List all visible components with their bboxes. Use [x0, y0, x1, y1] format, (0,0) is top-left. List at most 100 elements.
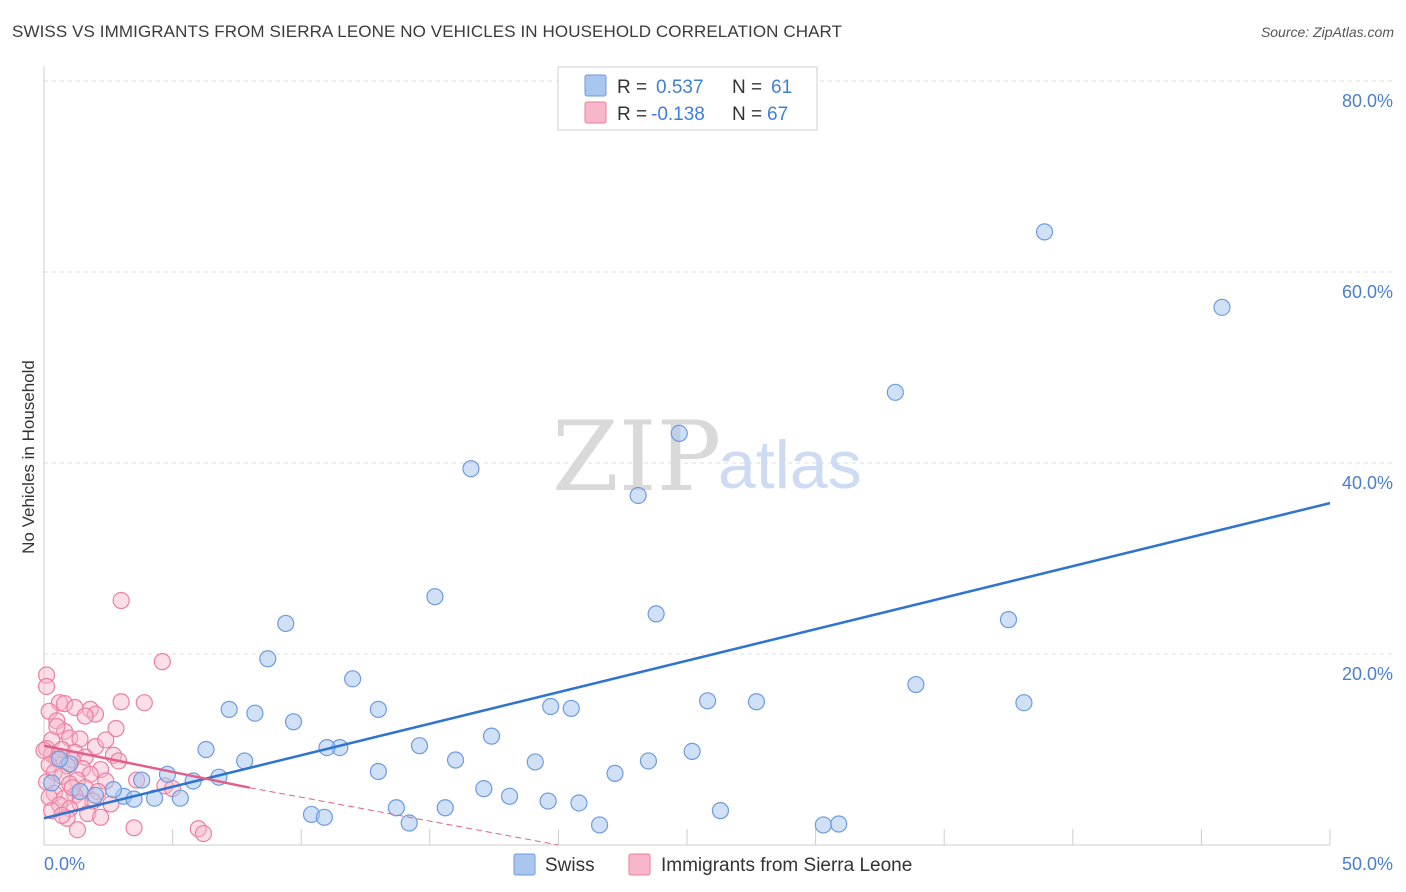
y-tick-label-40: 40.0%	[1342, 473, 1393, 493]
swiss-point-55	[830, 815, 848, 833]
swiss-point-9	[277, 614, 295, 633]
swiss-point-54	[814, 816, 832, 834]
bottom-legend-swiss-label: Swiss	[545, 855, 595, 876]
trend-lines	[43, 501, 1331, 846]
swiss-point-44	[171, 789, 189, 807]
swiss-point-7	[647, 605, 665, 623]
axis-layer: 20.0% 40.0% 60.0% 80.0%	[43, 66, 1393, 846]
swiss-point-39	[500, 787, 519, 805]
swiss-point-60	[50, 750, 69, 768]
sierra-point-5	[135, 694, 153, 712]
swiss-point-33	[606, 764, 624, 782]
swiss-point-8	[999, 611, 1018, 629]
swiss-point-49	[711, 802, 730, 820]
sierra-point-7	[55, 695, 74, 713]
bottom-legend-sierra-label: Immigrants from Sierra Leone	[661, 855, 912, 876]
swiss-point-14	[698, 692, 717, 710]
legend-swiss-r-value: 0.537	[656, 77, 704, 98]
source-label: Source: ZipAtlas.com	[1260, 24, 1394, 40]
swiss-point-38	[475, 780, 493, 798]
sierra-point-11	[86, 705, 105, 723]
swiss-point-23	[410, 737, 429, 755]
sierra-point-59	[68, 821, 87, 839]
swiss-point-40	[86, 786, 105, 804]
swiss-point-3	[670, 424, 688, 442]
swiss-point-46	[570, 794, 588, 812]
sierra-point-0	[112, 591, 130, 610]
sierra-point-3	[37, 677, 56, 696]
grid-layer	[44, 80, 1393, 655]
legend-sierra-swatch	[584, 101, 607, 124]
swiss-point-53	[590, 816, 609, 834]
legend-swiss-n-label: N =	[732, 77, 762, 98]
sierra-point-19	[86, 738, 105, 756]
swiss-point-1	[1213, 298, 1231, 316]
bottom-legend-sierra-swatch	[628, 853, 651, 876]
swiss-point-32	[369, 762, 387, 781]
chart-title: SWISS VS IMMIGRANTS FROM SIERRA LEONE NO…	[12, 22, 843, 41]
swiss-point-59	[104, 781, 123, 799]
y-axis-label: No Vehicles in Household	[19, 360, 38, 554]
swiss-point-6	[426, 588, 444, 606]
sierra-point-12	[76, 707, 94, 725]
swiss-points	[43, 223, 1231, 834]
swiss-point-10	[259, 650, 277, 668]
sierra-point-60	[189, 820, 207, 838]
legend-sierra-r-label: R =	[617, 104, 647, 125]
swiss-point-51	[315, 808, 333, 826]
sierra-point-63	[97, 731, 115, 749]
swiss-point-13	[1015, 694, 1033, 712]
bottom-legend: Swiss Immigrants from Sierra Leone	[513, 853, 912, 876]
swiss-point-56	[43, 774, 61, 792]
legend-sierra-r-value: -0.138	[651, 104, 705, 125]
swiss-point-12	[907, 675, 925, 694]
legend-box: R = 0.537 N = 61 R = -0.138 N = 67	[557, 66, 818, 131]
swiss-point-28	[639, 752, 658, 770]
swiss-trend-line	[43, 501, 1331, 820]
bottom-legend-swiss-swatch	[513, 853, 536, 876]
swiss-point-20	[246, 704, 264, 722]
sierra-trend-extension	[249, 787, 559, 846]
swiss-point-29	[683, 742, 701, 761]
swiss-point-31	[526, 753, 544, 771]
swiss-point-48	[436, 799, 454, 817]
legend-sierra-n-value: 67	[767, 104, 788, 125]
legend-swiss-swatch	[584, 74, 607, 97]
swiss-point-18	[369, 700, 387, 718]
swiss-point-17	[562, 699, 580, 718]
x-tick-min: 0.0%	[44, 854, 85, 874]
legend-sierra-n-label: N =	[732, 104, 762, 125]
swiss-point-47	[387, 799, 405, 817]
y-tick-label-60: 60.0%	[1342, 282, 1393, 302]
swiss-point-45	[539, 792, 557, 810]
swiss-point-4	[462, 460, 480, 478]
swiss-point-52	[400, 814, 418, 832]
swiss-point-2	[886, 383, 904, 401]
swiss-point-30	[446, 751, 465, 769]
sierra-point-56	[91, 808, 110, 826]
swiss-point-26	[197, 740, 215, 759]
y-tick-label-20: 20.0%	[1342, 664, 1393, 684]
sierra-point-62	[48, 717, 66, 736]
watermark-atlas: atlas	[718, 427, 862, 503]
sierra-trend-line	[43, 744, 251, 789]
swiss-point-58	[71, 782, 89, 801]
sierra-point-14	[107, 719, 125, 738]
y-tick-label-80: 80.0%	[1342, 91, 1393, 111]
legend-swiss-n-value: 61	[771, 77, 792, 98]
sierra-point-1	[153, 653, 171, 671]
swiss-point-36	[133, 771, 151, 789]
swiss-point-16	[542, 697, 560, 716]
legend-swiss-r-label: R =	[617, 77, 647, 98]
swiss-point-22	[482, 727, 501, 745]
swiss-point-15	[747, 693, 766, 711]
swiss-point-5	[629, 486, 647, 505]
sierra-point-61	[194, 824, 213, 843]
swiss-point-11	[344, 670, 362, 688]
swiss-point-21	[284, 713, 303, 731]
swiss-point-0	[1035, 223, 1054, 241]
sierra-point-58	[125, 819, 143, 837]
sierra-point-4	[112, 693, 130, 711]
x-tick-max: 50.0%	[1342, 854, 1393, 874]
